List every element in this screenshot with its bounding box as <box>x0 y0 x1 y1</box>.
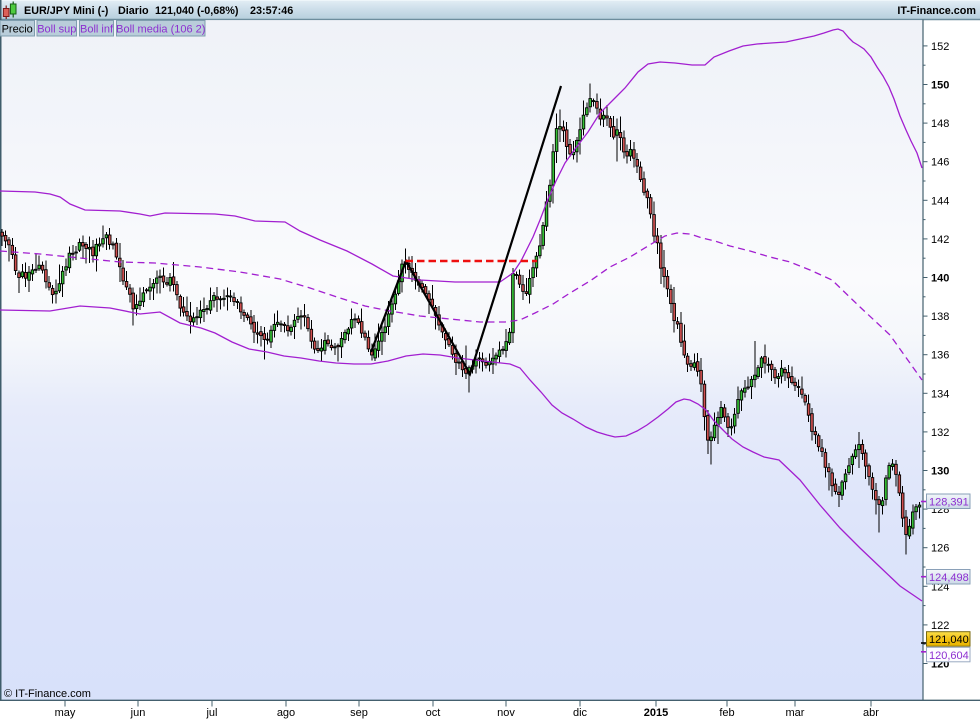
svg-text:Diario: Diario <box>118 5 149 17</box>
svg-text:© IT-Finance.com: © IT-Finance.com <box>4 688 91 700</box>
svg-text:128,391: 128,391 <box>929 497 969 509</box>
svg-text:130: 130 <box>931 466 949 478</box>
svg-text:140: 140 <box>931 273 949 285</box>
svg-text:IT-Finance.com: IT-Finance.com <box>897 5 976 17</box>
svg-text:146: 146 <box>931 157 949 169</box>
svg-text:132: 132 <box>931 427 949 439</box>
svg-text:152: 152 <box>931 41 949 53</box>
svg-text:138: 138 <box>931 311 949 323</box>
svg-text:jul: jul <box>205 707 217 719</box>
svg-text:Boll media (106 2): Boll media (106 2) <box>116 24 205 36</box>
svg-text:2015: 2015 <box>644 707 668 719</box>
svg-text:136: 136 <box>931 350 949 362</box>
svg-text:121,040 (-0,68%): 121,040 (-0,68%) <box>155 5 239 17</box>
svg-text:oct: oct <box>426 707 441 719</box>
svg-text:144: 144 <box>931 195 949 207</box>
svg-text:148: 148 <box>931 118 949 130</box>
svg-text:23:57:46: 23:57:46 <box>250 5 293 17</box>
svg-text:nov: nov <box>497 707 515 719</box>
svg-text:mar: mar <box>786 707 805 719</box>
svg-text:121,040: 121,040 <box>929 634 969 646</box>
svg-text:120,604: 120,604 <box>929 650 969 662</box>
svg-text:may: may <box>55 707 76 719</box>
svg-text:dic: dic <box>573 707 588 719</box>
svg-text:jun: jun <box>130 707 146 719</box>
svg-text:sep: sep <box>350 707 368 719</box>
svg-text:ago: ago <box>277 707 295 719</box>
svg-text:134: 134 <box>931 388 949 400</box>
svg-text:abr: abr <box>863 707 879 719</box>
svg-text:142: 142 <box>931 234 949 246</box>
svg-text:124,498: 124,498 <box>929 572 969 584</box>
svg-text:Boll sup: Boll sup <box>37 24 76 36</box>
svg-text:150: 150 <box>931 80 949 92</box>
svg-text:feb: feb <box>719 707 734 719</box>
svg-text:EUR/JPY Mini (-): EUR/JPY Mini (-) <box>24 5 109 17</box>
svg-text:Boll inf: Boll inf <box>80 24 114 36</box>
svg-text:Precio: Precio <box>2 24 33 36</box>
svg-text:126: 126 <box>931 543 949 555</box>
svg-text:122: 122 <box>931 620 949 632</box>
